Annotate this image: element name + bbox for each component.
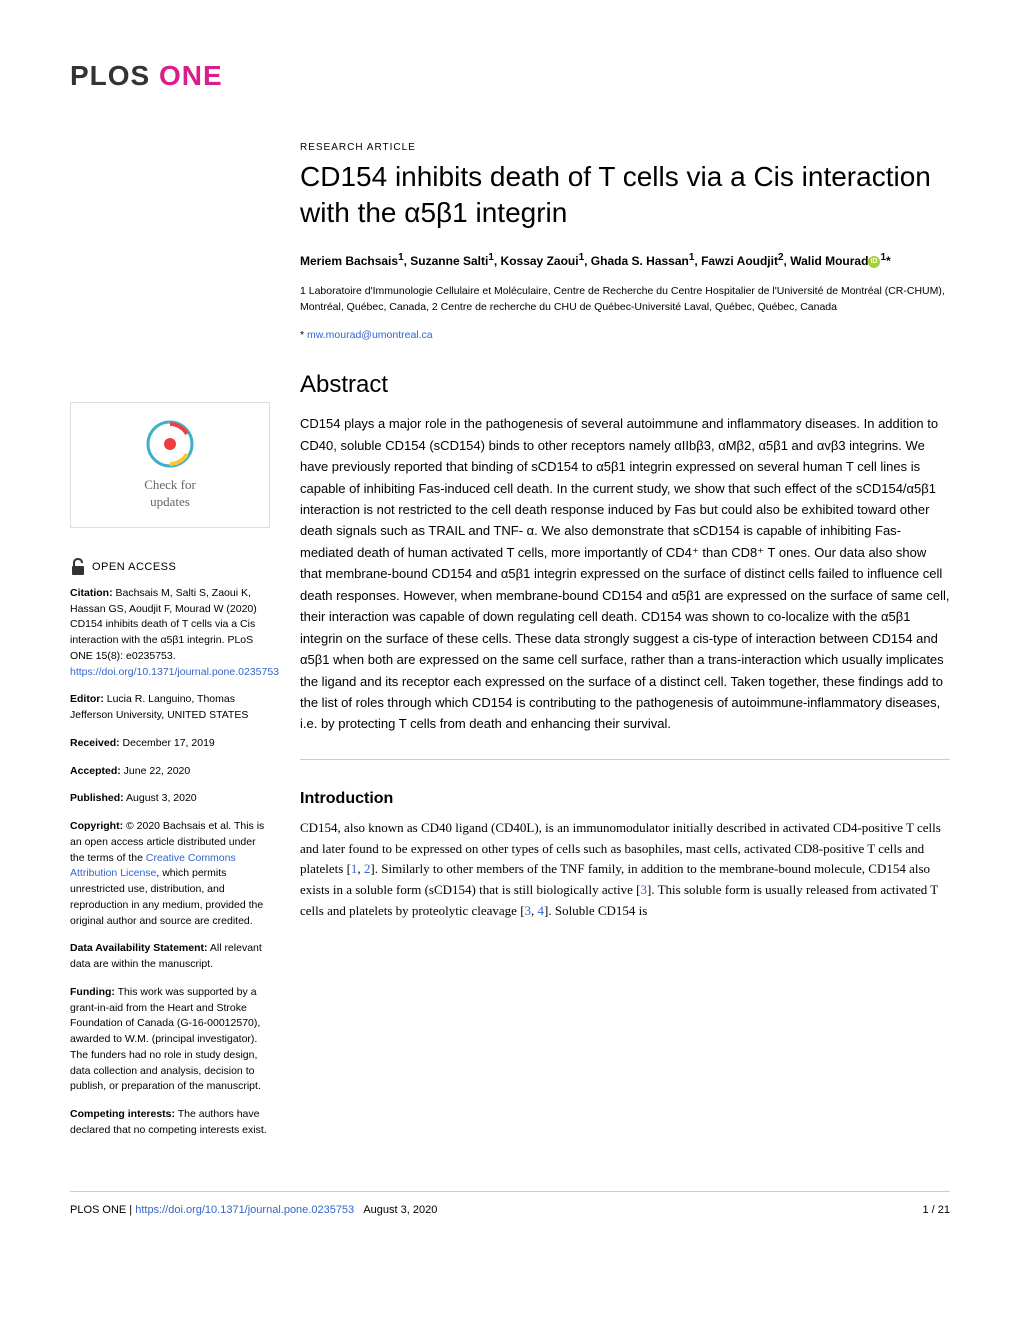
received-block: Received: December 17, 2019 — [70, 736, 270, 752]
sidebar: Check for updates OPEN ACCESS Citation: … — [70, 142, 270, 1151]
footer-doi-link[interactable]: https://doi.org/10.1371/journal.pone.023… — [135, 1204, 354, 1216]
check-updates-widget[interactable]: Check for updates — [70, 402, 270, 528]
check-updates-line1: Check for — [144, 477, 196, 492]
abstract-text: CD154 plays a major role in the pathogen… — [300, 413, 950, 760]
article-type: RESEARCH ARTICLE — [300, 142, 950, 153]
open-access-badge: OPEN ACCESS — [70, 558, 270, 576]
editor-block: Editor: Lucia R. Languino, Thomas Jeffer… — [70, 692, 270, 724]
footer-journal: PLOS ONE | — [70, 1204, 135, 1216]
affiliations: 1 Laboratoire d'Immunologie Cellulaire e… — [300, 284, 950, 316]
data-availability-block: Data Availability Statement: All relevan… — [70, 941, 270, 973]
open-lock-icon — [70, 558, 86, 576]
article-title: CD154 inhibits death of T cells via a Ci… — [300, 159, 950, 232]
published-block: Published: August 3, 2020 — [70, 791, 270, 807]
introduction-text: CD154, also known as CD40 ligand (CD40L)… — [300, 818, 950, 922]
email-link[interactable]: mw.mourad@umontreal.ca — [307, 329, 433, 341]
page-number: 1 / 21 — [922, 1204, 950, 1216]
competing-interests-block: Competing interests: The authors have de… — [70, 1107, 270, 1139]
orcid-icon[interactable] — [868, 256, 880, 268]
copyright-block: Copyright: © 2020 Bachsais et al. This i… — [70, 819, 270, 929]
introduction-heading: Introduction — [300, 790, 950, 808]
accepted-block: Accepted: June 22, 2020 — [70, 764, 270, 780]
funding-block: Funding: This work was supported by a gr… — [70, 985, 270, 1095]
page-footer: PLOS ONE | https://doi.org/10.1371/journ… — [70, 1191, 950, 1216]
open-access-label: OPEN ACCESS — [92, 559, 176, 576]
footer-date: August 3, 2020 — [363, 1204, 437, 1216]
abstract-heading: Abstract — [300, 371, 950, 399]
journal-logo: PLOS ONE — [70, 60, 950, 92]
main-content: RESEARCH ARTICLE CD154 inhibits death of… — [300, 142, 950, 1151]
citation-block: Citation: Bachsais M, Salti S, Zaoui K, … — [70, 586, 270, 681]
corresponding-email: * mw.mourad@umontreal.ca — [300, 329, 950, 341]
crossmark-icon — [145, 419, 195, 469]
journal-plos: PLOS — [70, 60, 150, 91]
citation-doi-link[interactable]: https://doi.org/10.1371/journal.pone.023… — [70, 666, 279, 678]
check-updates-line2: updates — [150, 494, 190, 509]
journal-one: ONE — [159, 60, 223, 91]
authors-list: Meriem Bachsais1, Suzanne Salti1, Kossay… — [300, 250, 950, 270]
